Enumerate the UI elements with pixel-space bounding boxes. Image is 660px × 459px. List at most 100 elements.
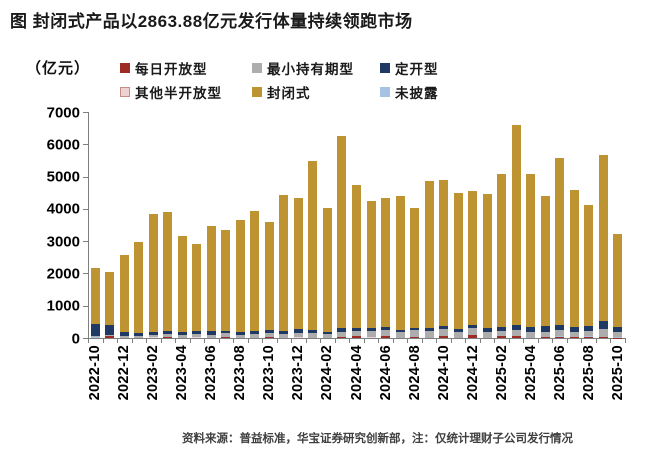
bar-2024-12-min_holding xyxy=(468,327,478,336)
bar-2023-05-min_holding xyxy=(192,334,202,338)
x-tick-mark xyxy=(320,339,322,343)
bar-2025-02-fixed_open xyxy=(497,326,507,332)
bar-2023-10-closed xyxy=(264,221,274,331)
bar-2023-11-fixed_open xyxy=(279,330,289,334)
bar-2023-02-fixed_open xyxy=(148,332,158,336)
bar-2024-04-daily_open xyxy=(352,336,361,338)
bar-2022-12-closed xyxy=(119,254,129,333)
x-tick-mark xyxy=(349,339,351,343)
x-tick-mark xyxy=(552,339,554,343)
x-tick-mark xyxy=(160,339,162,343)
x-tick-mark xyxy=(189,339,191,343)
bar-2023-01-fixed_open xyxy=(134,333,144,337)
legend-label: 未披露 xyxy=(395,86,439,101)
bar-2025-05-daily_open xyxy=(540,337,550,338)
y-tick-mark xyxy=(83,144,88,146)
x-tick-mark xyxy=(276,339,278,343)
bar-2025-05-min_holding xyxy=(540,331,550,338)
bar-2025-05-fixed_open xyxy=(540,326,550,332)
x-tick-label: 2025-02 xyxy=(493,345,510,401)
x-tick-label: 2024-10 xyxy=(435,345,452,401)
x-tick-label: 2025-10 xyxy=(609,345,626,401)
bar-2024-04-closed xyxy=(352,185,361,328)
legend-item-fixed_open: 定开型 xyxy=(380,61,439,77)
legend-item-closed: 封闭式 xyxy=(252,85,311,101)
x-tick-label: 2022-10 xyxy=(87,345,104,401)
bar-2023-01-closed xyxy=(134,242,144,334)
bar-2024-11-fixed_open xyxy=(453,328,463,332)
bar-2024-11-min_holding xyxy=(453,331,463,338)
bar-2023-06-fixed_open xyxy=(206,330,216,335)
x-tick-mark xyxy=(378,339,380,343)
bar-2025-06-fixed_open xyxy=(555,325,565,331)
y-tick-label: 5000 xyxy=(46,168,80,186)
bar-2025-10-undisclosed xyxy=(613,336,623,338)
bar-2023-12-min_holding xyxy=(293,332,303,338)
bar-2023-08-min_holding xyxy=(235,334,245,338)
bar-2023-07-closed xyxy=(221,230,231,331)
legend-swatch-icon xyxy=(252,63,262,73)
bar-2023-11-min_holding xyxy=(279,333,289,338)
bar-2025-09-min_holding xyxy=(598,328,608,337)
y-tick-label: 3000 xyxy=(46,233,80,251)
x-tick-mark xyxy=(494,339,496,343)
x-tick-mark xyxy=(392,339,394,343)
bar-2024-05-fixed_open xyxy=(366,328,376,331)
bar-2024-08-closed xyxy=(410,207,420,328)
bar-2023-04-closed xyxy=(177,235,187,332)
bar-2024-02-min_holding xyxy=(322,334,332,338)
bar-2022-10-closed xyxy=(90,267,100,324)
bar-2022-12-fixed_open xyxy=(119,332,129,337)
y-tick-label: 2000 xyxy=(46,265,80,283)
x-tick-mark xyxy=(291,339,293,343)
bar-2024-10-closed xyxy=(439,180,449,327)
bar-2023-01-min_holding xyxy=(134,336,144,338)
bar-2023-08-closed xyxy=(235,220,245,332)
x-tick-mark xyxy=(102,339,104,343)
x-tick-label: 2023-04 xyxy=(174,345,191,401)
bar-2023-02-min_holding xyxy=(148,335,158,338)
x-axis-line xyxy=(88,338,626,339)
bar-2022-10-undisclosed xyxy=(90,337,100,338)
x-tick-mark xyxy=(247,339,249,343)
bar-2025-08-fixed_open xyxy=(584,326,594,331)
x-tick-mark xyxy=(421,339,423,343)
bar-2025-09-closed xyxy=(598,155,608,321)
bar-2023-04-min_holding xyxy=(177,335,187,338)
bar-2023-03-daily_open xyxy=(163,337,173,338)
bar-2023-02-other_semi_open xyxy=(148,337,158,338)
y-axis-line xyxy=(88,112,89,339)
bar-2023-06-closed xyxy=(206,225,216,331)
bar-2025-10-fixed_open xyxy=(613,326,623,333)
legend: 每日开放型 最小持有期型 定开型 其他半开放型 封闭式 未披露 xyxy=(0,0,660,110)
x-tick-mark xyxy=(117,339,119,343)
legend-label: 封闭式 xyxy=(267,86,311,101)
y-tick-label: 0 xyxy=(71,330,80,347)
chart-title: 图 封闭式产品以2863.88亿元发行体量持续领跑市场 xyxy=(10,12,413,31)
legend-swatch-icon xyxy=(120,63,130,73)
bar-2023-03-min_holding xyxy=(163,334,173,338)
bar-2024-03-daily_open xyxy=(337,336,347,338)
bar-2024-09-fixed_open xyxy=(424,327,434,331)
x-tick-label: 2023-06 xyxy=(203,345,220,401)
bar-2024-09-min_holding xyxy=(424,330,434,338)
bar-2024-05-other_semi_open xyxy=(366,337,376,338)
x-tick-mark xyxy=(625,339,626,343)
x-tick-mark xyxy=(204,339,206,343)
x-tick-label: 2024-04 xyxy=(348,345,365,401)
x-tick-mark xyxy=(305,339,307,343)
x-tick-mark xyxy=(465,339,467,343)
x-tick-label: 2023-12 xyxy=(290,345,307,401)
x-tick-mark xyxy=(262,339,264,343)
bar-2023-07-fixed_open xyxy=(221,330,231,334)
bar-2024-02-fixed_open xyxy=(322,331,332,335)
x-tick-label: 2025-06 xyxy=(551,345,568,401)
bar-2024-12-closed xyxy=(468,191,478,326)
bar-2025-02-daily_open xyxy=(497,336,507,338)
x-tick-mark xyxy=(479,339,481,343)
legend-swatch-icon xyxy=(120,87,130,97)
legend-item-other_semi_open: 其他半开放型 xyxy=(120,85,222,101)
y-tick-mark xyxy=(83,305,88,307)
